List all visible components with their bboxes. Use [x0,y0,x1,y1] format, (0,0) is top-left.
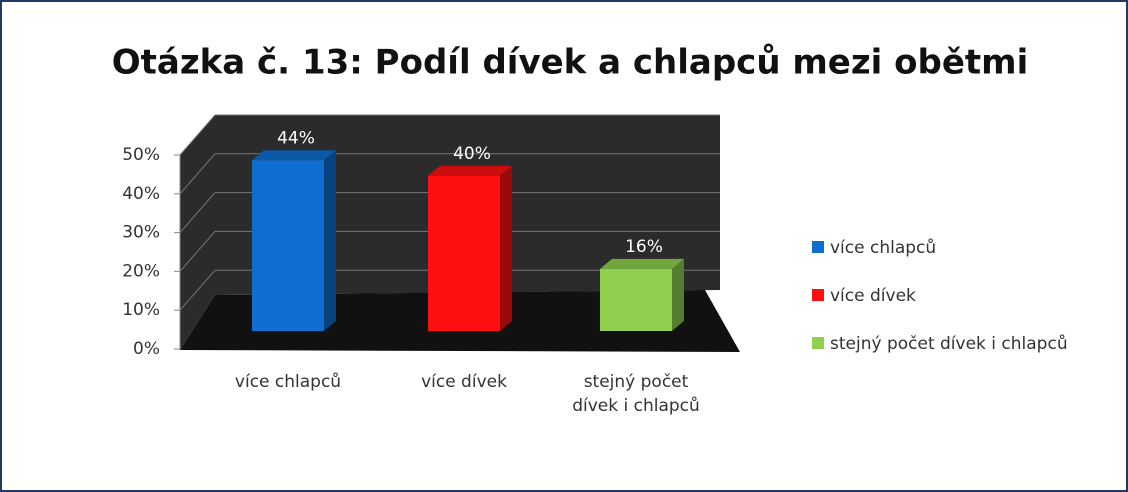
chart-title: Otázka č. 13: Podíl dívek a chlapců mezi… [112,43,1029,83]
bar [600,268,672,331]
bar-top [252,150,336,161]
data-label: 40% [453,144,491,164]
y-tick-label: 0% [133,339,160,359]
legend-swatch [812,337,824,349]
y-tick-label: 20% [122,261,160,281]
grid-line [179,269,216,311]
legend-label: více dívek [830,286,916,306]
bar [428,175,500,331]
x-tick-label: stejný počet dívek i chlapců [572,372,700,416]
legend-label: více chlapců [830,238,936,258]
bar-top [428,165,512,176]
grid-line [179,114,216,156]
bar-side [672,258,684,331]
grid-line [179,153,216,195]
bar-side [500,165,512,331]
data-label: 16% [625,237,663,257]
bar [252,160,324,331]
legend-label: stejný počet dívek i chlapců [830,334,1068,354]
bar-side [324,150,336,331]
grid-line [179,192,216,233]
y-tick-label: 30% [122,223,160,243]
x-tick-label: více chlapců [234,372,342,392]
data-label: 44% [277,128,315,148]
grid-line [179,231,216,272]
y-tick-label: 50% [122,145,160,165]
legend-swatch [812,241,824,253]
x-tick-label: více dívek [421,372,507,392]
legend-swatch [812,289,824,301]
y-tick-label: 40% [122,184,160,204]
y-tick-label: 10% [122,300,160,320]
bar-top [600,258,684,269]
